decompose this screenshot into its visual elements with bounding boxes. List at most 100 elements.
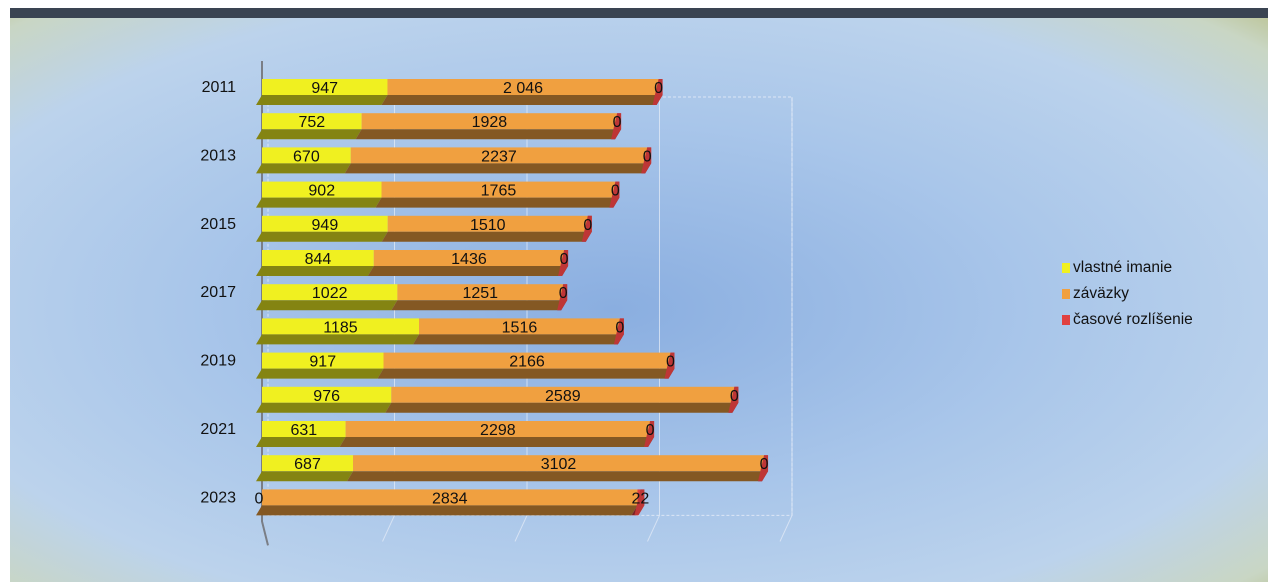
bar-segment [262, 147, 351, 164]
bar-end-cap [609, 181, 620, 208]
data-label: 1022 [312, 285, 348, 302]
floor-gridline [779, 515, 793, 542]
bar-end-cap [634, 489, 645, 516]
tick-label: 2015 [200, 216, 236, 233]
bar-segment [262, 250, 374, 266]
bar-segment [387, 79, 659, 95]
bar-segment-depth [256, 129, 362, 140]
data-label: 917 [309, 354, 336, 371]
bar-segment [262, 318, 420, 335]
data-label: 1436 [451, 251, 487, 268]
bar-segment [353, 455, 765, 472]
data-label: 0 [583, 217, 592, 234]
data-label: 2 046 [503, 80, 543, 97]
bar-segment [397, 284, 564, 301]
bar-segment [361, 113, 618, 130]
bar-segment-depth [385, 402, 735, 413]
data-label: 0 [654, 80, 663, 97]
legend-swatch [1062, 289, 1070, 299]
bar-segment-depth [256, 197, 382, 208]
floor-gridline [647, 515, 660, 542]
tick-label: 2017 [200, 284, 236, 301]
data-label: 2237 [481, 148, 517, 165]
data-label: 0 [666, 354, 675, 371]
data-label: 22 [632, 490, 650, 507]
data-label: 687 [294, 456, 321, 473]
legend-label: časové rozlíšenie [1073, 311, 1193, 328]
bar-segment-depth [339, 437, 651, 447]
bar-segment-depth [381, 231, 588, 242]
data-label: 1185 [323, 319, 358, 336]
bar-segment-depth [256, 437, 346, 447]
legend-label: záväzky [1073, 285, 1129, 302]
data-label: 1928 [472, 114, 508, 131]
data-label: 1251 [462, 285, 498, 302]
bar-segment [262, 489, 638, 506]
bar-segment [350, 147, 648, 164]
data-label: 631 [290, 422, 317, 439]
top-edge [10, 8, 1268, 18]
bar-segment-depth [256, 402, 392, 413]
bar-end-cap [728, 386, 739, 413]
bar-segment [262, 79, 388, 95]
bar-end-cap [613, 318, 624, 345]
tick-label: 2011 [202, 79, 237, 96]
bar-segment-depth [256, 505, 638, 516]
data-label: 0 [611, 183, 620, 200]
chart-background [10, 14, 1268, 582]
legend-swatch [1062, 263, 1070, 273]
data-label: 670 [293, 148, 320, 165]
bar-end-cap [652, 79, 663, 105]
data-label: 2834 [432, 490, 468, 507]
bar-segment [262, 455, 354, 472]
bar-segment [381, 181, 616, 198]
bar-segment-depth [256, 163, 351, 174]
bar-segment [345, 421, 651, 437]
data-label: 752 [298, 114, 325, 131]
data-label: 902 [308, 183, 335, 200]
category-axis [261, 61, 269, 546]
bar-end-cap [558, 250, 569, 276]
tick-label: 2013 [200, 147, 236, 164]
bar-segment [262, 386, 392, 403]
bar-segment-depth [413, 334, 620, 345]
data-label: 1765 [481, 183, 517, 200]
bar-segment-depth [355, 129, 618, 140]
bar-segment-depth [256, 368, 384, 379]
bar-segment-depth [256, 95, 388, 105]
floor-gridline [514, 515, 528, 542]
bar-segment-depth [391, 300, 564, 311]
bar-end-cap [611, 113, 622, 140]
bar-segment-depth [256, 471, 354, 482]
bar-segment [262, 215, 388, 232]
floor-gridline [382, 515, 395, 542]
bar-segment-depth [367, 266, 565, 276]
bar-end-cap [641, 147, 652, 174]
data-label: 0 [559, 285, 568, 302]
bar-segment [262, 113, 362, 130]
bar-segment-depth [256, 266, 374, 276]
data-label: 0 [560, 251, 569, 268]
bar-end-cap [758, 455, 769, 482]
data-label: 0 [643, 148, 652, 165]
bar-segment [387, 215, 588, 232]
legend-swatch [1062, 315, 1070, 325]
bar-segment-depth [256, 334, 420, 345]
data-label: 0 [646, 422, 655, 439]
bar-segment [262, 181, 382, 198]
data-label: 2298 [480, 422, 516, 439]
bar-segment-depth [256, 300, 398, 311]
data-label: 2589 [545, 388, 581, 405]
data-label: 1510 [470, 217, 506, 234]
bar-segment [383, 352, 671, 369]
bar-segment [391, 386, 735, 403]
tick-label: 2023 [200, 489, 236, 506]
legend-label: vlastné imanie [1073, 259, 1172, 276]
bar-segment-depth [381, 95, 659, 105]
data-label: 949 [312, 217, 339, 234]
bar-segment-depth [377, 368, 671, 379]
data-label: 1516 [502, 319, 538, 336]
bar-segment [419, 318, 620, 335]
data-label: 0 [613, 114, 622, 131]
